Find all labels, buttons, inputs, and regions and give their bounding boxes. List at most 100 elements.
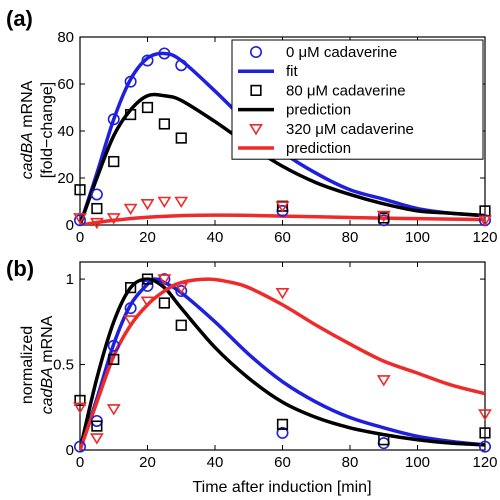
panel-a-data-point-square — [158, 118, 170, 130]
panel-a-legend-marker-circle — [250, 45, 263, 58]
panel-b-x-tick-label: 0 — [76, 454, 84, 471]
panel-b: (b) normalized cadBA mRNA 0 20 40 60 80 100 12… — [6, 256, 498, 496]
panel-b-data-point-triangle — [275, 287, 290, 300]
panel-b-data-point-triangle — [73, 402, 87, 414]
panel-b-data-point-triangle — [123, 315, 138, 327]
panel-b-data-point-circle — [124, 302, 137, 315]
panel-b-y-tick-label: 1 — [66, 271, 74, 288]
panel-b-x-tick-label: 40 — [207, 454, 224, 471]
panel-b-label: (b) — [6, 256, 34, 281]
panel-b-ylabel-italic: cadBA — [39, 367, 56, 414]
panel-a-data-point-circle — [74, 214, 87, 227]
panel-a-data-point-circle — [158, 47, 171, 60]
panel-b-data-point-square — [479, 427, 491, 439]
panel-a-x-tick-label: 40 — [207, 229, 224, 246]
panel-a-data-point-triangle — [376, 210, 391, 223]
panel-b-data-point-triangle — [140, 296, 155, 308]
panel-b-x-tick-label: 120 — [472, 454, 497, 471]
panel-b-data-point-triangle — [376, 375, 391, 387]
panel-a-data-point-triangle — [73, 213, 87, 225]
panel-a-data-point-triangle — [123, 203, 138, 216]
panel-b-data-point-circle — [141, 279, 154, 292]
panel-a-x-tick-label: 120 — [472, 229, 497, 246]
panel-a-y-tick-label: 0 — [66, 217, 74, 234]
panel-a-data-point-square — [175, 132, 187, 144]
panel-a-legend-marker-square — [250, 84, 262, 96]
panel-a-data-point-triangle — [157, 196, 172, 209]
panel-a-data-point-square — [141, 101, 154, 114]
panel-a-data-point-triangle — [140, 199, 155, 211]
panel-a-data-point-circle — [141, 54, 154, 67]
panel-b-data-point-square — [378, 434, 390, 446]
panel-a-legend-label: prediction — [286, 140, 351, 157]
panel-a-data-point-square — [74, 184, 86, 196]
panel-b-x-tick-label: 100 — [405, 454, 430, 471]
x-axis-label: Time after induction [min] — [192, 479, 371, 496]
panel-b-series-line-red — [80, 277, 485, 450]
panel-b-plot-area: 0 20 40 60 80 100 120 0 0.5 1 — [53, 261, 498, 471]
panel-b-ylabel-line1: normalized — [19, 326, 36, 404]
panel-a-data-point-square — [378, 212, 390, 224]
panel-a-ylabel-line2: [fold−change] — [39, 82, 56, 179]
panel-b-x-tick-label: 80 — [342, 454, 359, 471]
panel-b-series-line-blue — [80, 277, 485, 450]
panel-a-data-point-triangle — [174, 196, 189, 209]
panel-a-data-point-circle — [124, 75, 137, 88]
panel-a-legend-label: fit — [286, 63, 299, 80]
panel-a-data-point-triangle — [275, 201, 290, 213]
panel-a-legend-box — [231, 39, 484, 160]
panel-a-legend-marker-triangle — [249, 124, 263, 136]
panel-b-data-point-square — [158, 297, 170, 309]
panel-b-data-point-circle — [74, 440, 87, 453]
panel-a: (a) cadBA mRNA [fold−change] 0 20 40 60 80 10… — [6, 6, 498, 246]
panel-a-data-point-triangle — [478, 215, 492, 227]
panel-a-legend-label: 80 μM cadaverine — [286, 82, 406, 99]
panel-a-ylabel-rest: mRNA — [19, 80, 36, 132]
panel-b-data-point-circle — [107, 339, 120, 352]
panel-a-ylabel: cadBA mRNA [fold−change] — [19, 80, 56, 179]
panel-a-x-tick-label: 20 — [139, 229, 156, 246]
panel-a-x-tick-label: 80 — [342, 229, 359, 246]
panel-a-data-point-square — [91, 202, 103, 215]
panel-b-data-point-triangle — [174, 282, 189, 295]
panel-a-label: (a) — [6, 6, 33, 31]
panel-b-data-point-circle — [377, 437, 390, 450]
panel-a-y-tick-label: 20 — [57, 170, 74, 187]
panel-a-legend-label: prediction — [286, 102, 351, 119]
panel-b-ylabel: normalized cadBA mRNA — [19, 315, 56, 414]
panel-b-ylabel-line2: cadBA mRNA — [39, 315, 56, 414]
panel-a-plot-area: 0 20 40 60 80 100 120 0 20 40 60 80 0 μM cadaverine f… — [57, 29, 497, 246]
panel-a-data-point-circle — [175, 59, 188, 72]
panel-b-data-point-circle — [478, 440, 491, 453]
panel-a-data-point-circle — [90, 188, 103, 201]
panel-a-data-point-triangle — [106, 213, 121, 225]
panel-a-x-tick-label: 100 — [405, 229, 430, 246]
panel-a-ylabel-italic: cadBA — [19, 132, 36, 179]
panel-b-data-point-square — [74, 394, 86, 407]
panel-a-data-point-square — [125, 108, 137, 121]
panel-a-data-point-circle — [107, 113, 120, 126]
panel-b-data-point-triangle — [89, 433, 104, 445]
panel-b-data-point-square — [125, 282, 137, 294]
panel-b-x-tick-label: 20 — [139, 454, 156, 471]
panel-a-legend-label: 320 μM cadaverine — [286, 121, 414, 138]
panel-b-data-point-triangle — [106, 404, 121, 416]
panel-b-data-point-triangle — [157, 274, 172, 286]
panel-b-data-point-circle — [276, 426, 289, 439]
panel-b-ylabel-rest: mRNA — [39, 315, 56, 367]
panel-b-y-tick-label: 0.5 — [53, 357, 74, 374]
panel-b-data-point-square — [91, 420, 103, 432]
panel-b-x-tick-label: 60 — [274, 454, 291, 471]
panel-a-y-tick-label: 40 — [57, 123, 74, 140]
panel-a-y-tick-label: 80 — [57, 29, 74, 46]
panel-a-y-tick-label: 60 — [57, 76, 74, 93]
panel-a-ylabel-line1: cadBA mRNA — [19, 80, 36, 179]
panel-a-x-tick-label: 0 — [76, 229, 84, 246]
panel-b-data-point-triangle — [478, 409, 492, 421]
panel-b-series-line-black — [80, 277, 485, 450]
panel-a-data-point-square — [108, 155, 120, 168]
panel-a-data-point-triangle — [89, 217, 104, 230]
panel-a-x-tick-label: 60 — [274, 229, 291, 246]
panel-b-data-point-square — [276, 418, 289, 430]
